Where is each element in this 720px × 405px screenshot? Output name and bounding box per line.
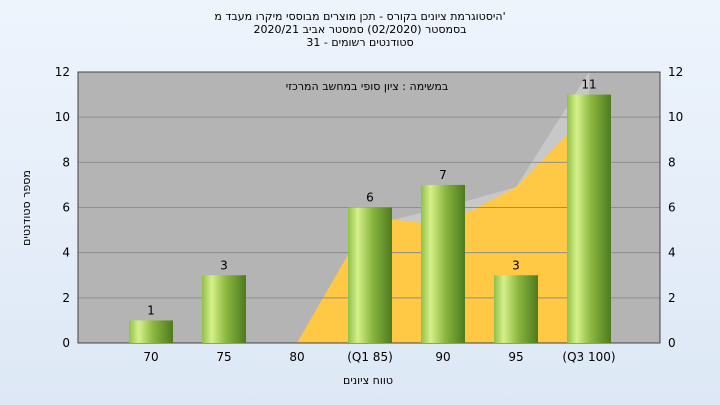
y-tick-label-left: 4 [62, 246, 70, 260]
x-tick-label: 75 [216, 350, 231, 364]
chart-title-line1: היסטוגרמת ציונים בקורס - תכן מוצרים מבוס… [214, 10, 506, 23]
bar-data-label: 7 [439, 168, 447, 182]
chart-annotation: במשימה : ציון סופי במחשב המרכזי [286, 80, 449, 93]
bar-data-label: 3 [512, 258, 520, 272]
bar-data-label: 6 [366, 191, 374, 205]
bar [348, 207, 392, 343]
bar [129, 320, 173, 343]
x-tick-label: 90 [435, 350, 450, 364]
y-tick-label-right: 4 [668, 246, 676, 260]
y-tick-label-right: 8 [668, 155, 676, 169]
bar-data-label: 3 [220, 258, 228, 272]
bar [567, 94, 611, 343]
x-tick-label: (Q1 85) [347, 350, 393, 364]
y-tick-label-right: 10 [668, 110, 683, 124]
bar [202, 275, 246, 343]
y-tick-label-right: 6 [668, 201, 676, 215]
x-tick-label: 70 [143, 350, 158, 364]
y-axis-label: מספר סטודנטים [20, 170, 33, 246]
y-tick-label-right: 2 [668, 291, 676, 305]
chart-title-line3: סטודנטים רשומים - 31 [306, 36, 414, 49]
bar-data-label: 1 [147, 303, 155, 317]
bar-data-label: 11 [581, 78, 596, 92]
x-axis-label: טווח ציונים [343, 374, 393, 387]
y-tick-label-right: 12 [668, 65, 683, 79]
y-tick-label-left: 2 [62, 291, 70, 305]
y-tick-label-left: 12 [55, 65, 70, 79]
chart-title-line2: בסמסטר (02/2020) סמסטר אביב 2020/21 [253, 23, 467, 36]
y-tick-label-left: 10 [55, 110, 70, 124]
x-tick-label: 95 [508, 350, 523, 364]
chart-titles: היסטוגרמת ציונים בקורס - תכן מוצרים מבוס… [0, 10, 720, 49]
y-tick-label-left: 0 [62, 336, 70, 350]
x-tick-label: (Q3 100) [562, 350, 615, 364]
bar [421, 184, 465, 343]
y-tick-label-left: 8 [62, 155, 70, 169]
y-tick-label-right: 0 [668, 336, 676, 350]
bar [494, 275, 538, 343]
x-tick-label: 80 [289, 350, 304, 364]
y-tick-label-left: 6 [62, 201, 70, 215]
